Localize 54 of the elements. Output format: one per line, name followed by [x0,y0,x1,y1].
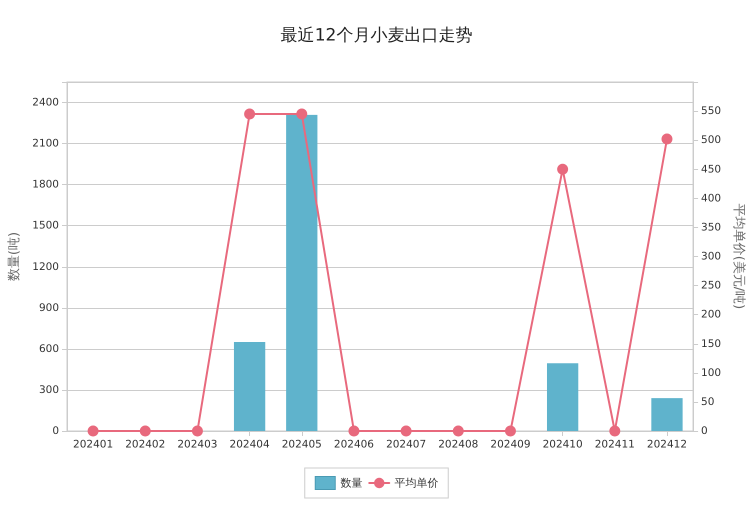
x-tick-label: 202402 [125,438,166,450]
point [88,426,99,436]
y2-tick-label: 100 [701,366,722,379]
y2-tick-label: 450 [701,163,722,176]
legend-label: 平均单价 [394,476,438,490]
bar [546,363,578,431]
y2-tick-label: 250 [701,280,722,292]
x-tick-label: 202410 [542,438,583,450]
y-tick-label: 0 [52,425,59,437]
point [609,426,620,436]
y-tick-label: 900 [38,302,59,314]
point [661,134,672,144]
point [400,426,412,436]
y-tick-label: 2400 [32,96,59,109]
x-tick-label: 202405 [282,438,322,450]
x-tick-label: 202401 [73,438,114,450]
x-tick-label: 202406 [334,438,374,450]
x-tick-label: 202408 [438,438,478,450]
y2-tick-label: 0 [701,425,708,437]
legend-label: 数量 [340,476,362,490]
y-tick-label: 1500 [32,220,59,232]
y-tick-label: 600 [38,342,59,355]
y2-tick-label: 150 [701,338,722,350]
y2-tick-label: 550 [701,105,722,118]
y-axis-title: 数量(吨) [7,232,22,282]
bar [651,398,683,431]
x-tick-label: 202412 [646,438,688,450]
y-tick-label: 1200 [32,260,59,273]
y2-tick-label: 300 [701,250,722,262]
x-tick-label: 202403 [177,438,218,450]
y2-tick-label: 50 [701,396,714,408]
y2-axis-title: 平均单价(美元/吨) [731,204,747,310]
point [244,108,256,120]
y-tick-label: 300 [38,384,59,396]
x-tick-label: 202411 [594,438,635,450]
y2-tick-label: 400 [701,192,722,204]
point [557,164,568,175]
y2-tick-label: 200 [701,308,722,321]
chart-title: 最近12个月小麦出口走势 [280,26,472,46]
bar [286,114,318,431]
x-tick-label: 202407 [386,438,426,450]
x-tick-label: 202409 [490,438,531,450]
point [192,426,203,436]
point [140,426,151,436]
y-tick-label: 1800 [32,178,59,191]
point [452,426,464,436]
point [296,108,308,120]
y2-tick-label: 350 [701,221,722,234]
x-tick-label: 202404 [230,438,270,450]
bar [234,342,266,431]
y-tick-label: 2100 [32,138,59,150]
point [348,426,360,436]
y2-tick-label: 500 [701,134,722,146]
point [504,426,516,436]
